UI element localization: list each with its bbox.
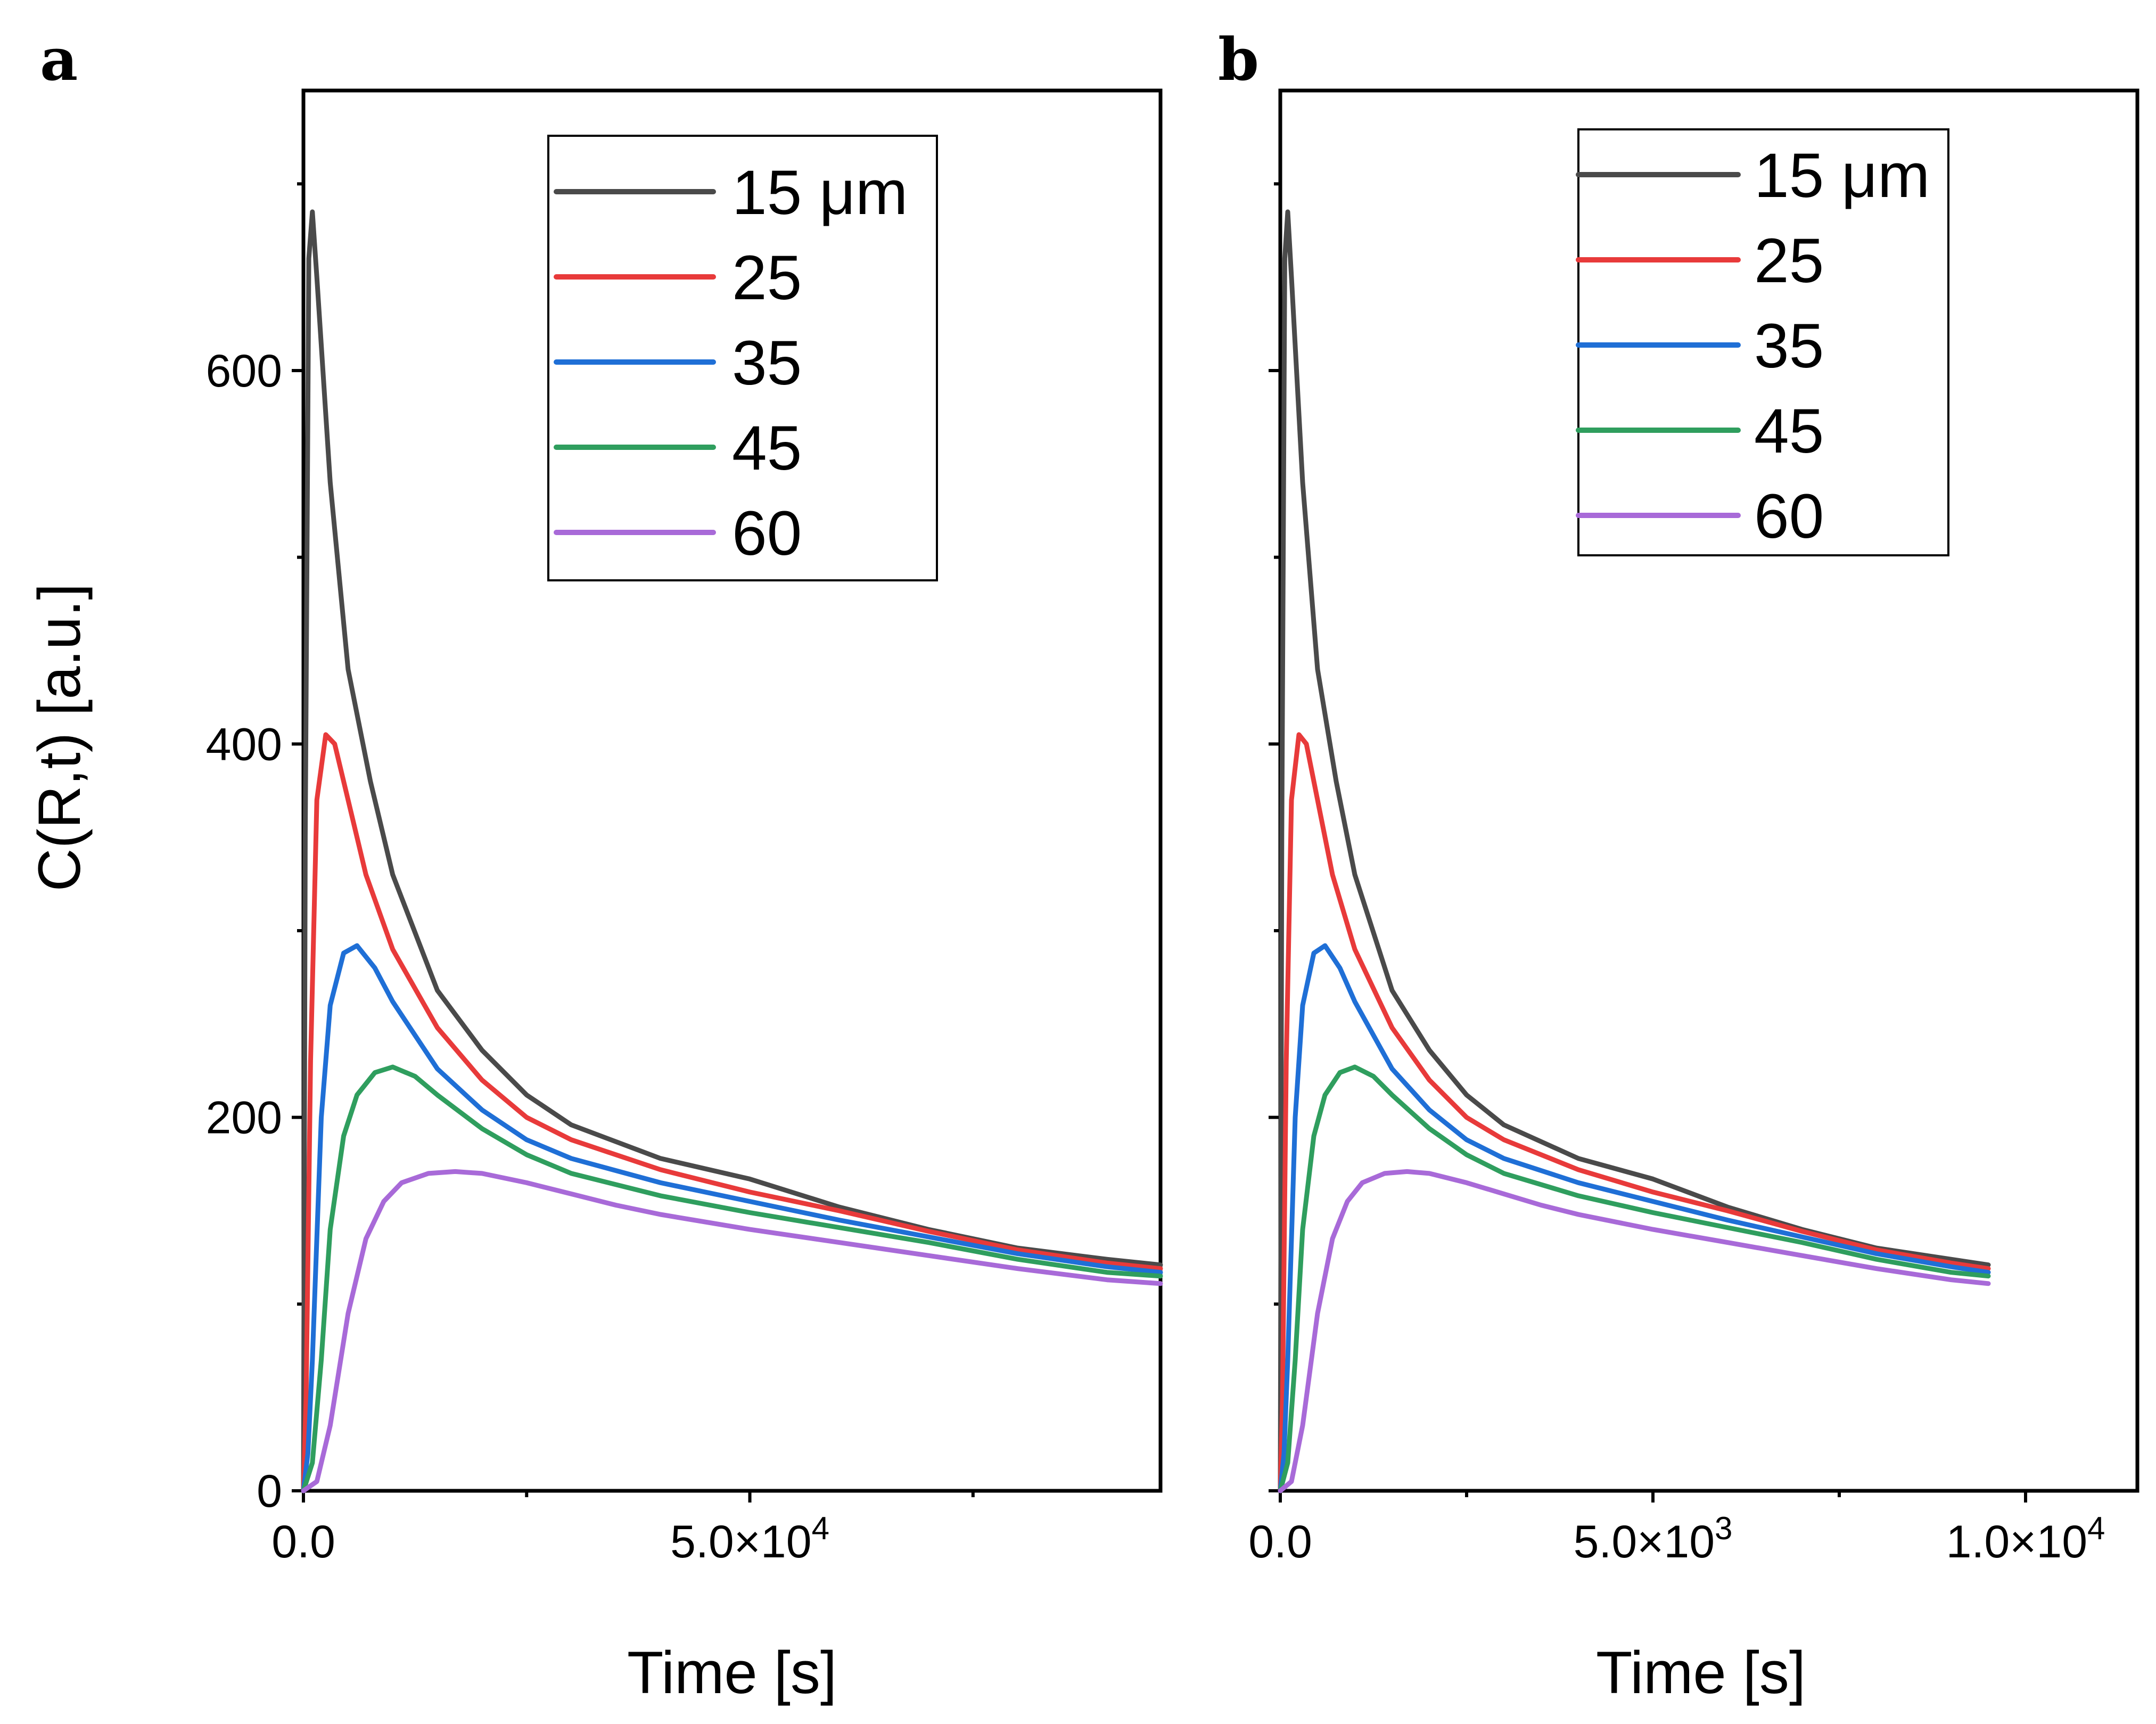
legend-a: 15 μm 25 35 45 60 xyxy=(547,135,938,581)
legend-label: 45 xyxy=(1754,396,1824,466)
legend-label: 35 xyxy=(732,328,802,398)
series-line-35 xyxy=(301,943,1163,1493)
axes-a: 0 200 400 600 0.0 5.0×104 xyxy=(206,182,975,1567)
y-tick-label: 400 xyxy=(206,719,283,770)
legend-label: 15 μm xyxy=(732,158,908,228)
legend-box-a xyxy=(547,135,938,581)
y-tick-label: 0 xyxy=(257,1466,282,1517)
legend-label: 60 xyxy=(1754,481,1824,552)
panel-letter-b: b xyxy=(1218,25,1259,94)
series-group-a xyxy=(301,209,1163,1493)
legend-label: 35 xyxy=(1754,311,1824,381)
legend-label: 60 xyxy=(732,498,802,569)
panel-letter-a: a xyxy=(40,25,78,94)
legend-label: 15 μm xyxy=(1754,141,1930,211)
series-line-45 xyxy=(301,1064,1163,1493)
series-line-60 xyxy=(1278,1169,1991,1493)
y-axis-title: C(R,t) [a.u.] xyxy=(26,584,93,892)
axes-b: 0.0 5.0×103 1.0×104 xyxy=(1248,182,2105,1567)
y-tick-label: 600 xyxy=(206,346,283,397)
x-axis-title-a: Time [s] xyxy=(627,1639,837,1706)
legend-label: 25 xyxy=(732,243,802,313)
series-line-25 xyxy=(1278,732,1991,1493)
x-tick-label: 0.0 xyxy=(1248,1516,1312,1567)
legend-label: 25 xyxy=(1754,226,1824,296)
x-tick-exponent: 4 xyxy=(2087,1510,2105,1546)
x-tick-exponent: 4 xyxy=(812,1510,829,1546)
x-tick-label: 5.0×103 xyxy=(1574,1510,1733,1567)
series-line-60 xyxy=(301,1169,1163,1493)
x-tick-exponent: 3 xyxy=(1715,1510,1732,1546)
legend-b: 15 μm 25 35 45 60 xyxy=(1576,128,1949,556)
series-group-b xyxy=(1278,209,1991,1493)
legend-label: 45 xyxy=(732,413,802,483)
x-tick-label: 5.0×104 xyxy=(670,1510,829,1567)
x-tick-label: 1.0×104 xyxy=(1946,1510,2105,1567)
series-line-25 xyxy=(301,732,1163,1493)
series-line-45 xyxy=(1278,1064,1991,1493)
x-tick-label: 0.0 xyxy=(271,1516,335,1567)
y-tick-label: 200 xyxy=(206,1093,283,1144)
series-line-35 xyxy=(1278,943,1991,1493)
x-axis-title-b: Time [s] xyxy=(1596,1639,1806,1706)
